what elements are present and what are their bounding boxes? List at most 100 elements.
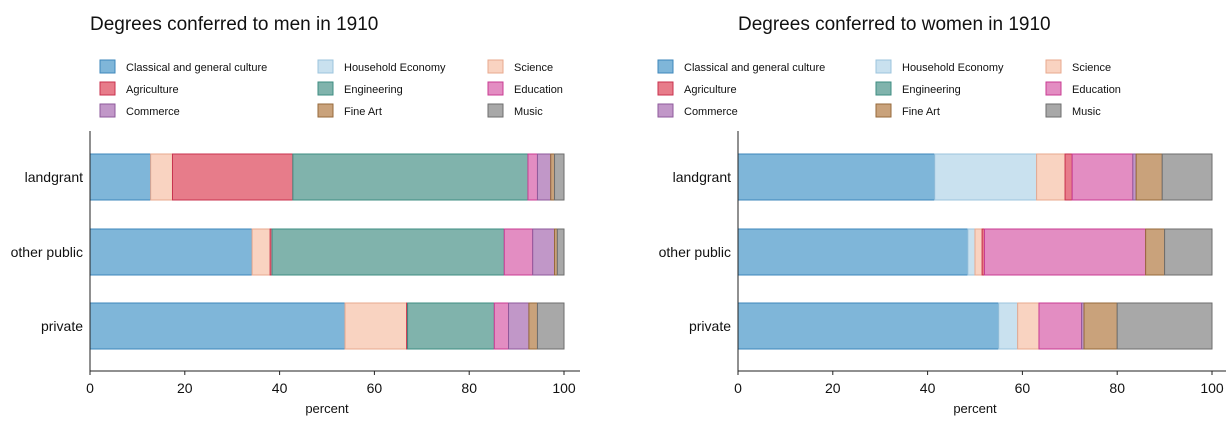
legend-swatch [487,59,504,74]
x-tick-label: 100 [1200,380,1224,396]
x-tick-label: 20 [825,380,841,396]
bar-segment-engineering [292,153,529,201]
bar-group-other-public [737,228,1213,276]
bar-segment-music [554,153,565,201]
chart-panel-men: Degrees conferred to men in 1910 Classica… [11,14,580,416]
bar-segment-commerce [532,228,556,276]
bar-segment-education [983,228,1147,276]
legend-entry-household: Household Economy [875,59,1004,74]
bar-segment-education [527,153,538,201]
x-tick-label: 40 [920,380,936,396]
legend-swatch [99,103,116,118]
x-tick-label: 60 [1015,380,1031,396]
legend-entry-science: Science [487,59,553,74]
bar-segment-fineart [1083,302,1118,350]
x-tick-label: 60 [367,380,383,396]
legend-swatch [1045,103,1062,118]
legend-label: Fine Art [344,106,382,118]
legend-swatch [1045,81,1062,96]
bar-segment-music [1161,153,1213,201]
legend-label: Classical and general culture [684,62,825,74]
bar-segment-education [1071,153,1134,201]
legend-entry-music: Music [1045,103,1101,118]
legend-swatch [487,81,504,96]
bar-segment-science [974,228,983,276]
legend-entry-engineering: Engineering [875,81,961,96]
legend-entry-agriculture: Agriculture [99,81,179,96]
x-tick-label: 0 [86,380,94,396]
bar-segment-classical [89,153,152,201]
legend-swatch [875,59,892,74]
legend-label: Engineering [344,84,403,96]
legend-label: Education [1072,84,1121,96]
legend-swatch [99,59,116,74]
legend-label: Science [1072,62,1111,74]
bar-group-private [89,302,565,350]
bar-segment-household [967,228,976,276]
legend-swatch [317,81,334,96]
x-tick-label: 80 [461,380,477,396]
y-tick-label: other public [11,244,83,260]
legend-swatch [99,81,116,96]
legend-label: Agriculture [126,84,179,96]
bar-segment-science [344,302,408,350]
legend-entry-classical: Classical and general culture [657,59,825,74]
bar-segment-household [934,153,1038,201]
y-tick-label: landgrant [673,169,731,185]
y-tick-label: private [689,318,731,334]
legend-swatch [657,81,674,96]
legend-swatch [657,103,674,118]
bar-group-landgrant [737,153,1213,201]
legend-entry-commerce: Commerce [657,103,738,118]
legend-entry-music: Music [487,103,543,118]
legend-swatch [875,81,892,96]
legend-label: Fine Art [902,106,940,118]
bar-segment-music [1116,302,1213,350]
bar-segment-agriculture [1064,153,1073,201]
legend-entry-fineart: Fine Art [875,103,940,118]
legend-label: Household Economy [902,62,1004,74]
bar-segment-fineart [550,153,556,201]
legend-label: Engineering [902,84,961,96]
x-tick-label: 80 [1109,380,1125,396]
bar-segment-agriculture [171,153,294,201]
bar-segment-commerce [536,153,552,201]
legend-entry-commerce: Commerce [99,103,180,118]
legend-label: Commerce [684,106,738,118]
y-tick-label: private [41,318,83,334]
bar-segment-science [251,228,271,276]
legend-label: Music [1072,106,1101,118]
bar-segment-education [503,228,534,276]
bar-segment-science [150,153,173,201]
legend-label: Agriculture [684,84,737,96]
chart-title: Degrees conferred to men in 1910 [90,14,378,35]
x-tick-label: 100 [552,380,576,396]
bar-segment-engineering [271,228,505,276]
bar-segment-music [536,302,565,350]
bar-segment-music [1164,228,1213,276]
legend-swatch [317,59,334,74]
x-tick-label: 0 [734,380,742,396]
x-tick-label: 40 [272,380,288,396]
legend-swatch [875,103,892,118]
bar-group-private [737,302,1213,350]
legend-entry-classical: Classical and general culture [99,59,267,74]
bar-segment-commerce [508,302,530,350]
legend-entry-household: Household Economy [317,59,446,74]
bar-segment-classical [737,153,936,201]
bar-segment-engineering [407,302,495,350]
bar-segment-science [1036,153,1066,201]
legend-entry-engineering: Engineering [317,81,403,96]
bar-segment-fineart [528,302,538,350]
bar-segment-education [1038,302,1083,350]
legend-swatch [487,103,504,118]
legend-entry-education: Education [1045,81,1121,96]
legend-label: Classical and general culture [126,62,267,74]
bar-segment-classical [737,228,969,276]
legend-entry-agriculture: Agriculture [657,81,737,96]
bar-segment-fineart [1135,153,1163,201]
bar-group-other-public [89,228,565,276]
legend-entry-fineart: Fine Art [317,103,382,118]
